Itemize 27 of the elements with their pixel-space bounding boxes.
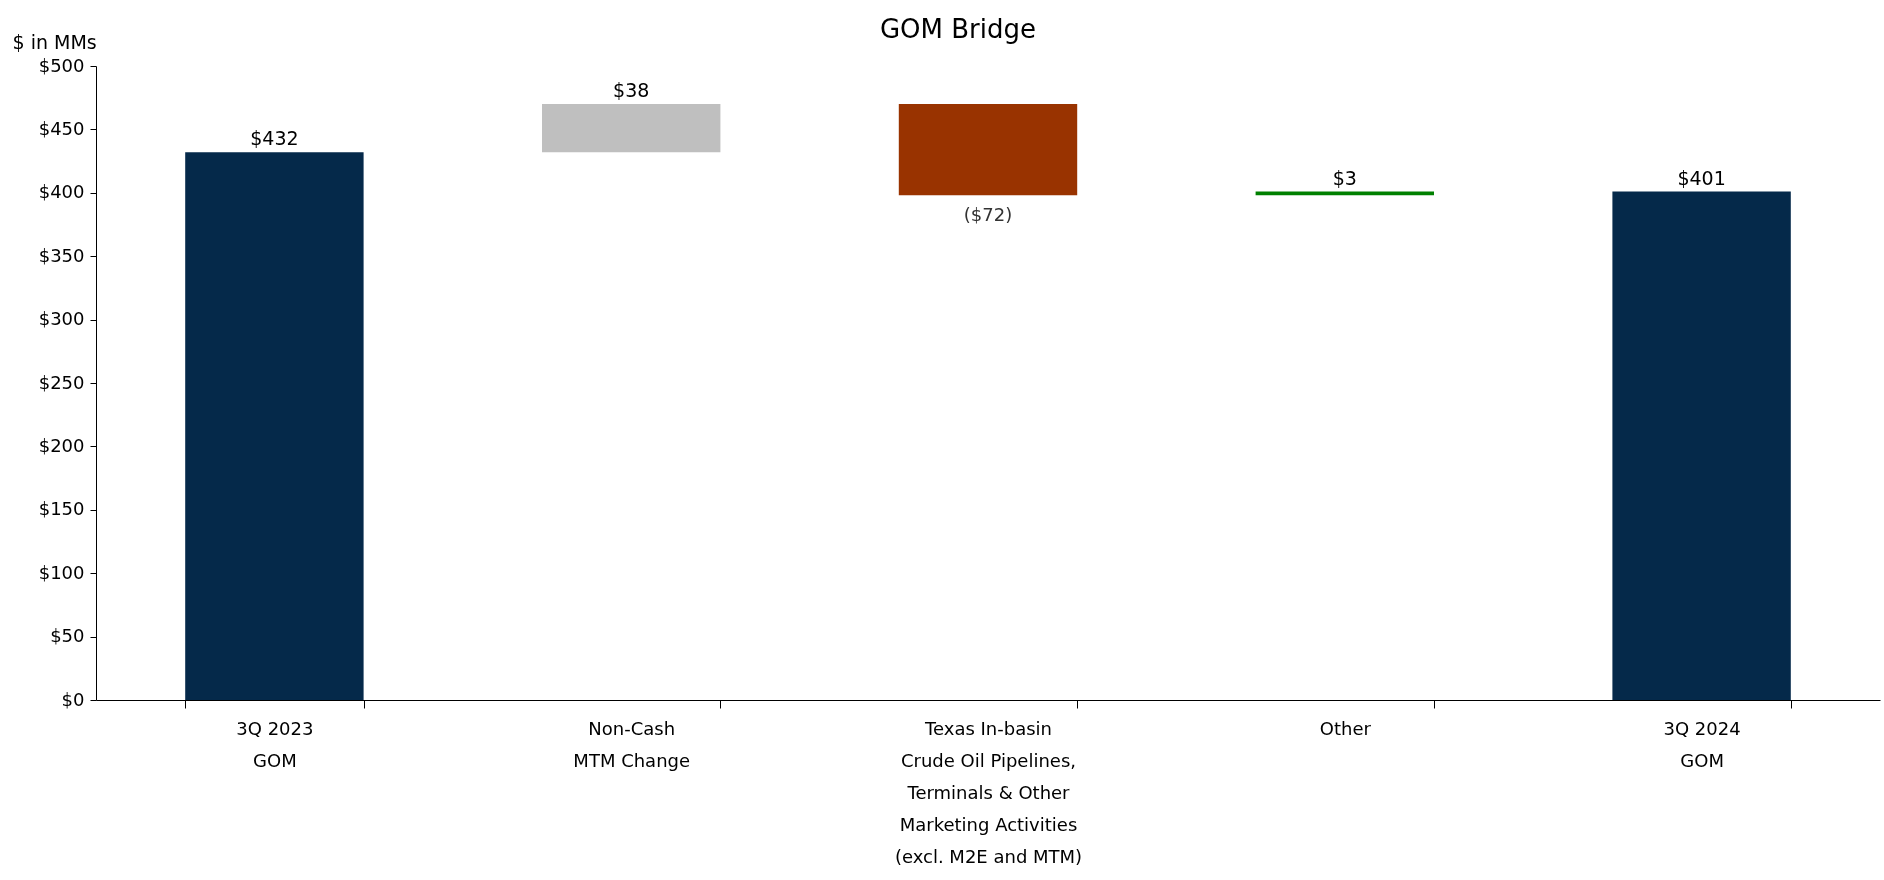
- x-tick-label: 3Q 2024 GOM: [1663, 717, 1741, 771]
- y-tick-label: $250: [38, 371, 85, 393]
- y-tick-label: $200: [38, 434, 85, 456]
- bar: [898, 104, 1078, 196]
- data-label: $3: [1332, 166, 1357, 189]
- y-tick-label: $50: [50, 625, 85, 647]
- data-label: $401: [1677, 166, 1726, 189]
- x-tick-label: Other: [1319, 717, 1372, 739]
- bar: [1612, 191, 1791, 700]
- chart-title: GOM Bridge: [879, 14, 1037, 44]
- data-label: ($72): [963, 204, 1013, 226]
- y-axis-title: $ in MMs: [12, 30, 97, 53]
- x-tick-label: Non-Cash MTM Change: [573, 717, 691, 771]
- y-tick-label: $400: [38, 181, 85, 203]
- y-tick-label: $300: [38, 308, 85, 330]
- data-label: $38: [613, 79, 650, 102]
- y-tick-label: $0: [61, 688, 85, 710]
- y-tick-label: $500: [38, 54, 85, 76]
- y-tick-label: $450: [38, 117, 85, 139]
- x-tick-label: 3Q 2023 GOM: [236, 717, 314, 771]
- bar: [542, 104, 721, 153]
- y-tick-label: $100: [38, 561, 85, 583]
- x-tick-label: Texas In-basin Crude Oil Pipelines, Terminals & Other Marketing Activities (excl. M2E and MTM): [894, 717, 1083, 867]
- y-tick-label: $350: [38, 244, 85, 266]
- data-label: $432: [250, 127, 299, 150]
- bar: [185, 152, 364, 700]
- y-tick-label: $150: [38, 498, 85, 520]
